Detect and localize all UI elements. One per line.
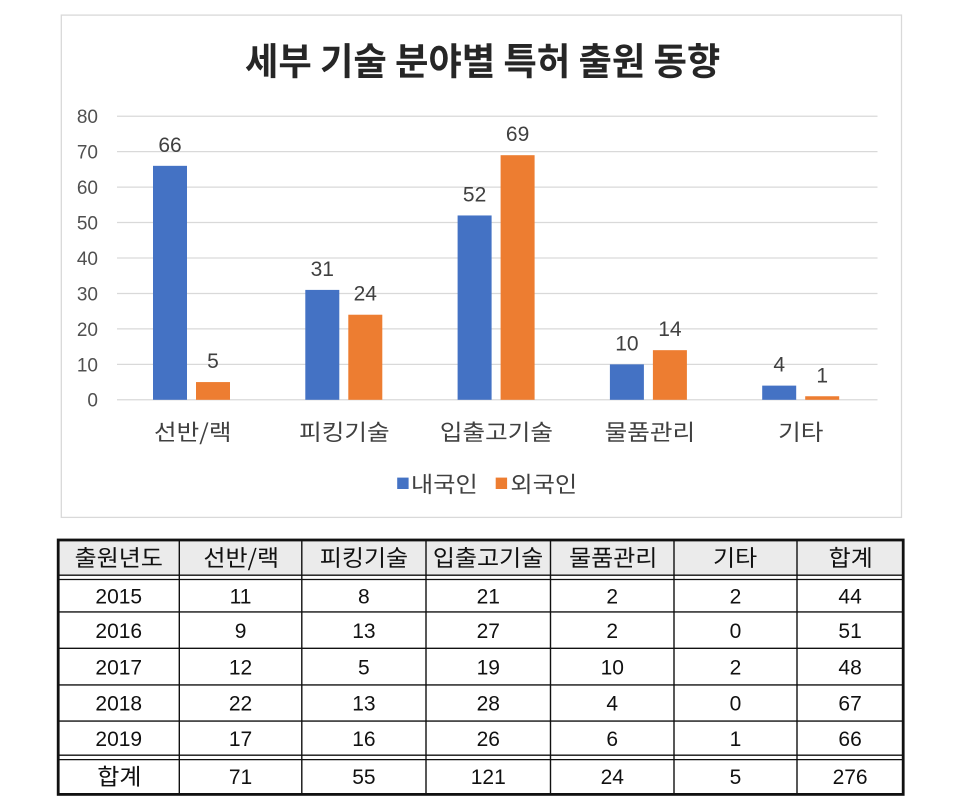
svg-text:40: 40 <box>77 249 98 270</box>
svg-text:69: 69 <box>506 123 529 146</box>
svg-text:52: 52 <box>463 183 486 206</box>
svg-text:67: 67 <box>838 693 861 716</box>
svg-text:60: 60 <box>77 178 98 199</box>
svg-text:5: 5 <box>207 350 219 373</box>
svg-text:66: 66 <box>158 134 181 157</box>
svg-text:27: 27 <box>477 620 500 643</box>
svg-text:28: 28 <box>477 693 500 716</box>
svg-text:121: 121 <box>471 766 506 789</box>
svg-text:22: 22 <box>229 693 252 716</box>
svg-text:26: 26 <box>477 728 500 751</box>
svg-text:11: 11 <box>230 585 252 608</box>
svg-text:5: 5 <box>730 766 742 789</box>
svg-text:9: 9 <box>235 620 247 643</box>
svg-text:51: 51 <box>838 620 861 643</box>
svg-text:2016: 2016 <box>95 620 142 643</box>
svg-text:20: 20 <box>77 320 98 341</box>
svg-text:2015: 2015 <box>95 585 142 608</box>
svg-text:50: 50 <box>77 213 98 234</box>
svg-text:66: 66 <box>838 728 861 751</box>
svg-text:80: 80 <box>77 107 98 128</box>
svg-text:14: 14 <box>658 318 682 341</box>
svg-text:44: 44 <box>838 585 862 608</box>
svg-text:4: 4 <box>606 693 618 716</box>
svg-text:2017: 2017 <box>95 656 142 679</box>
svg-text:2: 2 <box>730 585 742 608</box>
svg-text:276: 276 <box>833 766 868 789</box>
svg-text:55: 55 <box>352 766 375 789</box>
svg-text:4: 4 <box>773 354 785 377</box>
svg-text:6: 6 <box>606 728 618 751</box>
svg-text:10: 10 <box>615 332 638 355</box>
svg-text:0: 0 <box>730 693 742 716</box>
svg-text:70: 70 <box>77 143 98 164</box>
svg-text:10: 10 <box>77 355 98 376</box>
svg-text:71: 71 <box>229 766 252 789</box>
svg-text:24: 24 <box>601 766 625 789</box>
svg-text:16: 16 <box>352 728 375 751</box>
svg-text:5: 5 <box>358 656 370 679</box>
svg-text:19: 19 <box>477 656 500 679</box>
svg-text:2: 2 <box>606 585 618 608</box>
svg-text:17: 17 <box>229 728 252 751</box>
svg-text:31: 31 <box>311 258 334 281</box>
svg-text:13: 13 <box>352 693 375 716</box>
svg-text:2018: 2018 <box>95 693 142 716</box>
svg-text:30: 30 <box>77 284 98 305</box>
svg-text:24: 24 <box>354 283 378 306</box>
svg-text:13: 13 <box>352 620 375 643</box>
svg-text:10: 10 <box>601 656 624 679</box>
svg-text:21: 21 <box>477 585 500 608</box>
svg-text:1: 1 <box>816 364 828 387</box>
svg-text:2: 2 <box>606 620 618 643</box>
svg-text:1: 1 <box>730 728 742 751</box>
svg-text:2: 2 <box>730 656 742 679</box>
svg-text:0: 0 <box>87 391 98 412</box>
svg-text:2019: 2019 <box>95 728 142 751</box>
svg-text:8: 8 <box>358 585 370 608</box>
svg-text:48: 48 <box>838 656 861 679</box>
svg-text:0: 0 <box>730 620 742 643</box>
svg-text:12: 12 <box>229 656 252 679</box>
